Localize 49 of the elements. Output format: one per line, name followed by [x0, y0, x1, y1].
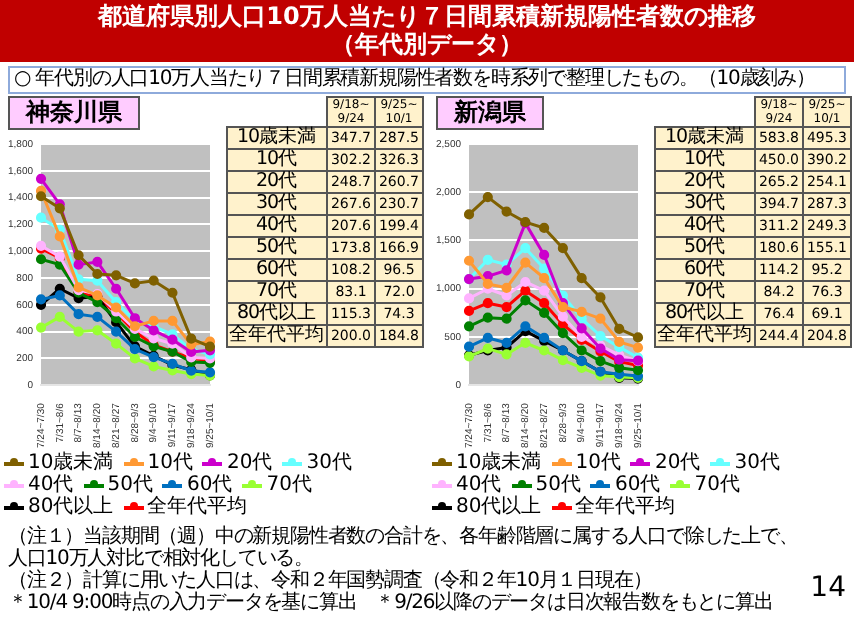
legend-label: 20代	[654, 452, 701, 474]
legend-label: 30代	[734, 452, 780, 474]
legend-label: 80代以上	[28, 496, 114, 518]
text: （注１）当該期間（週）中の新規陽性者数の合計を、各年齢階層に属する人口で除した上で、人口10万人対比で相対化している。	[8, 526, 800, 570]
text: （年代別データ）	[329, 30, 525, 58]
legend-label: 50代	[535, 474, 581, 496]
legend-label: 30代	[306, 452, 352, 474]
legend-label: 10代	[575, 452, 621, 474]
text: 40代	[683, 214, 726, 236]
chart-title: 神奈川県	[8, 96, 140, 130]
text: 70代	[683, 280, 726, 302]
text: 20代	[683, 170, 726, 192]
text: 50代	[683, 236, 726, 258]
text: 80代以上	[236, 302, 317, 324]
text: 20代	[255, 170, 298, 192]
text: 都道府県別人口10万人当たり７日間累積新規陽性者数の推移	[95, 2, 758, 30]
legend-label: 40代	[28, 474, 74, 496]
text: 30代	[683, 192, 726, 214]
text: 70代	[255, 280, 298, 302]
text: 10歳未満	[236, 126, 317, 148]
legend-label: 50代	[107, 474, 153, 496]
legend-label: 全年代平均	[147, 496, 248, 518]
text: 60代	[683, 258, 726, 280]
legend-label: 60代	[614, 474, 661, 496]
text: 全年代平均	[229, 324, 324, 346]
text: 14	[810, 572, 846, 604]
legend-label: 10歳未満	[28, 452, 114, 474]
text: 10代	[683, 148, 726, 170]
legend-label: 70代	[694, 474, 740, 496]
text: 40代	[255, 214, 298, 236]
legend-label: 40代	[456, 474, 502, 496]
text: ＊10/4 9:00時点の入力データを基に算出 ＊9/26以降のデータは日次報告数をもとに算出	[8, 592, 775, 614]
text: 全年代平均	[657, 324, 752, 346]
legend-label: 10歳未満	[456, 452, 542, 474]
text: 30代	[255, 192, 298, 214]
legend-label: 全年代平均	[575, 496, 676, 518]
legend-label: 80代以上	[456, 496, 542, 518]
legend-label: 70代	[266, 474, 312, 496]
text: 50代	[255, 236, 298, 258]
legend-label: 10代	[147, 452, 193, 474]
legend-label: 60代	[186, 474, 233, 496]
text: 10代	[255, 148, 298, 170]
text: ○ 年代別の人口10万人当たり７日間累積新規陽性者数を時系列で整理したもの。（10歳刻み）	[14, 68, 840, 92]
text: 10歳未満	[664, 126, 745, 148]
text: 60代	[255, 258, 298, 280]
text: （注２）計算に用いた人口は、令和２年国勢調査（令和２年10月１日現在）	[8, 570, 654, 592]
text: 80代以上	[664, 302, 745, 324]
chart-title: 新潟県	[436, 96, 544, 130]
legend-label: 20代	[226, 452, 273, 474]
